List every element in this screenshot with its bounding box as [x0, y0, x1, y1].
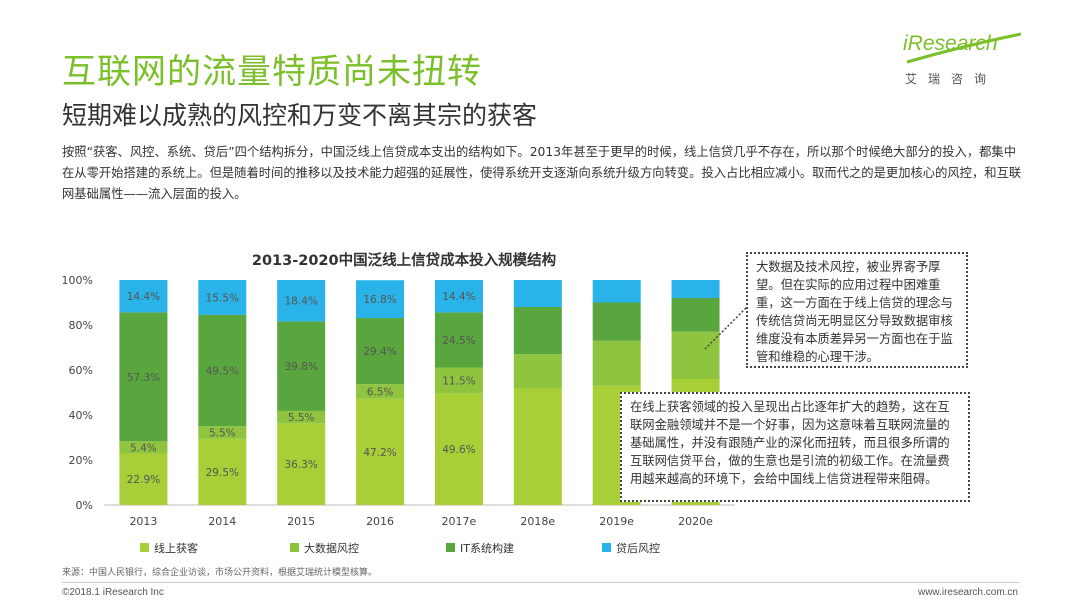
- data-label: 18.4%: [285, 296, 318, 308]
- data-label: 14.4%: [127, 291, 160, 303]
- page-subtitle: 短期难以成熟的风控和万变不离其宗的获客: [62, 101, 538, 130]
- data-label: 6.5%: [367, 386, 394, 398]
- bar-segment: [277, 410, 326, 424]
- logo-subtext: 艾瑞咨询: [905, 72, 998, 86]
- legend-label: 大数据风控: [304, 541, 359, 555]
- data-label: 47.2%: [363, 447, 396, 459]
- intro-paragraph: 按照“获客、风控、系统、贷后”四个结构拆分，中国泛线上信贷成本支出的结构如下。2…: [62, 145, 1022, 201]
- bar-segment: [434, 280, 483, 313]
- source-note: 来源：中国人民银行，综合企业访谈，市场公开资料，根据艾瑞统计模型核算。: [62, 568, 378, 578]
- bar-segment: [671, 280, 720, 298]
- legend-label: 线上获客: [154, 541, 198, 555]
- chart-title: 2013-2020中国泛线上信贷成本投入规模结构: [252, 251, 556, 269]
- y-tick-label: 40%: [69, 409, 93, 422]
- page-title: 互联网的流量特质尚未扭转: [62, 52, 482, 92]
- y-tick-label: 80%: [69, 319, 93, 332]
- callout-connector: [703, 307, 747, 351]
- bar-segment: [356, 318, 405, 385]
- data-label: 5.4%: [130, 442, 157, 454]
- iresearch-logo: iResearch 艾瑞咨询: [903, 32, 1023, 92]
- bar-segment: [513, 280, 562, 307]
- bar-segment: [198, 314, 247, 427]
- bar-segment: [356, 398, 405, 505]
- bar-segment: [198, 280, 247, 315]
- data-label: 15.5%: [206, 292, 239, 304]
- bar-segment: [119, 441, 168, 454]
- logo-wordmark: iResearch: [903, 32, 998, 55]
- y-tick-label: 20%: [69, 454, 93, 467]
- data-label: 49.6%: [442, 444, 475, 456]
- bar-segment: [119, 312, 168, 442]
- x-tick-label: 2016: [366, 515, 394, 528]
- bar-segment: [356, 384, 405, 399]
- bar-segment: [592, 302, 641, 341]
- website-url: www.iresearch.com.cn: [917, 587, 1018, 598]
- callout-big-data-risk: 大数据及技术风控，被业界寄予厚望。但在实际的应用过程中困难重重，这一方面在于线上…: [746, 252, 968, 368]
- footer-divider: [62, 582, 1020, 583]
- x-tick-label: 2020e: [678, 515, 713, 528]
- data-label: 5.5%: [209, 427, 236, 439]
- legend-swatch: [140, 543, 149, 552]
- data-label: 5.5%: [288, 412, 315, 424]
- data-label: 16.8%: [363, 294, 396, 306]
- legend-swatch: [602, 543, 611, 552]
- bar-segment: [198, 438, 247, 505]
- data-label: 14.4%: [442, 291, 475, 303]
- bar-segment: [671, 298, 720, 332]
- data-label: 57.3%: [127, 372, 160, 384]
- bar-segment: [513, 388, 562, 505]
- legend-swatch: [290, 543, 299, 552]
- data-label: 36.3%: [285, 459, 318, 471]
- y-tick-label: 0%: [76, 499, 93, 512]
- data-label: 29.5%: [206, 467, 239, 479]
- y-tick-label: 60%: [69, 364, 93, 377]
- legend-swatch: [446, 543, 455, 552]
- bar-segment: [356, 280, 405, 319]
- bar-segment: [592, 340, 641, 386]
- x-tick-label: 2015: [287, 515, 315, 528]
- x-tick-label: 2017e: [442, 515, 477, 528]
- data-label: 49.5%: [206, 366, 239, 378]
- bar-segment: [434, 312, 483, 368]
- x-tick-label: 2019e: [599, 515, 634, 528]
- data-label: 29.4%: [363, 346, 396, 358]
- copyright: ©2018.1 iResearch Inc: [62, 587, 164, 598]
- logo-swoosh-icon: [906, 32, 1022, 64]
- callout-online-acquisition: 在线上获客领域的投入呈现出占比逐年扩大的趋势，这在互联网金融领域并不是一个好事，…: [620, 392, 970, 502]
- bar-segment: [277, 423, 326, 505]
- data-label: 24.5%: [442, 335, 475, 347]
- bar-segment: [198, 426, 247, 439]
- data-label: 11.5%: [442, 375, 475, 387]
- bar-segment: [513, 307, 562, 355]
- bar-segment: [119, 280, 168, 313]
- x-tick-label: 2014: [208, 515, 236, 528]
- bar-segment: [513, 354, 562, 388]
- bar-segment: [592, 280, 641, 303]
- y-tick-label: 100%: [62, 274, 93, 287]
- bar-segment: [434, 393, 483, 505]
- data-label: 39.8%: [285, 361, 318, 373]
- x-tick-label: 2018e: [520, 515, 555, 528]
- legend-label: 贷后风控: [616, 541, 660, 555]
- bar-segment: [277, 321, 326, 411]
- bar-segment: [119, 453, 168, 505]
- bar-segment: [277, 280, 326, 322]
- legend-label: IT系统构建: [460, 541, 514, 555]
- bar-segment: [434, 367, 483, 394]
- bar-segment: [671, 331, 720, 379]
- x-tick-label: 2013: [129, 515, 157, 528]
- data-label: 22.9%: [127, 474, 160, 486]
